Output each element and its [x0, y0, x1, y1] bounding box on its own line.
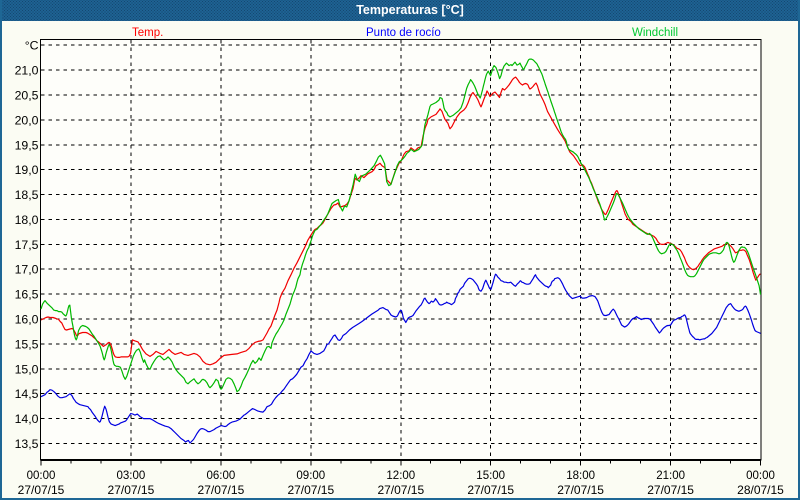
svg-text:27/07/15: 27/07/15 — [557, 483, 604, 497]
svg-text:00:00: 00:00 — [27, 470, 56, 482]
svg-text:27/07/15: 27/07/15 — [198, 483, 245, 497]
svg-text:13,5: 13,5 — [15, 437, 39, 451]
svg-text:°C: °C — [25, 39, 39, 53]
svg-text:20,0: 20,0 — [15, 113, 39, 127]
svg-text:21:00: 21:00 — [656, 470, 685, 482]
svg-text:06:00: 06:00 — [207, 470, 236, 482]
svg-text:27/07/15: 27/07/15 — [647, 483, 694, 497]
svg-text:17,0: 17,0 — [15, 263, 39, 277]
svg-text:27/07/15: 27/07/15 — [287, 483, 334, 497]
svg-text:00:00: 00:00 — [746, 470, 775, 482]
svg-text:21,0: 21,0 — [15, 64, 39, 78]
svg-text:15:00: 15:00 — [476, 470, 505, 482]
svg-text:27/07/15: 27/07/15 — [467, 483, 514, 497]
svg-text:14,0: 14,0 — [15, 412, 39, 426]
svg-text:12:00: 12:00 — [386, 470, 415, 482]
svg-text:16,0: 16,0 — [15, 313, 39, 327]
svg-text:27/07/15: 27/07/15 — [18, 483, 65, 497]
svg-text:14,5: 14,5 — [15, 387, 39, 401]
svg-text:15,0: 15,0 — [15, 362, 39, 376]
svg-text:18,5: 18,5 — [15, 188, 39, 202]
svg-text:17,5: 17,5 — [15, 238, 39, 252]
svg-text:18,0: 18,0 — [15, 213, 39, 227]
svg-text:18:00: 18:00 — [566, 470, 595, 482]
svg-text:16,5: 16,5 — [15, 288, 39, 302]
svg-text:20,5: 20,5 — [15, 89, 39, 103]
svg-text:27/07/15: 27/07/15 — [377, 483, 424, 497]
svg-text:19,5: 19,5 — [15, 138, 39, 152]
svg-text:15,5: 15,5 — [15, 337, 39, 351]
svg-text:19,0: 19,0 — [15, 163, 39, 177]
svg-text:27/07/15: 27/07/15 — [108, 483, 155, 497]
svg-text:28/07/15: 28/07/15 — [737, 483, 784, 497]
svg-text:09:00: 09:00 — [296, 470, 325, 482]
svg-text:03:00: 03:00 — [117, 470, 146, 482]
